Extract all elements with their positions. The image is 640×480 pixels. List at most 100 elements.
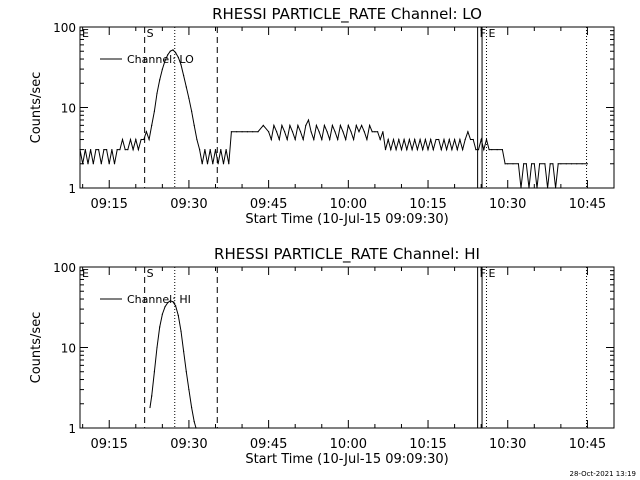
chart-0-ytick-label: 10 [61,102,76,116]
chart-0-data-point [156,92,158,94]
chart-0-data-point [148,138,150,141]
chart-0-data-point [79,149,81,151]
chart-0-data-point [193,124,195,126]
chart-0-title: RHESSI PARTICLE_RATE Channel: LO [212,5,482,24]
chart-0-data-point [536,187,538,189]
chart-0-data-point [121,138,124,141]
chart-0-data-point [103,149,105,151]
chart-0-xtick-label: 09:15 [90,197,127,212]
chart-0-data-point [366,138,368,141]
chart-0-data-point [302,138,304,141]
chart-0-data-point [504,163,506,165]
chart-1-data-point [153,371,155,373]
chart-0-data-point [273,124,275,126]
chart-0-data-point [552,163,554,165]
chart-0-data-point [523,163,525,165]
chart-0-data-point [520,187,522,189]
chart-0-ytick-label: 1 [68,182,76,196]
chart-0-data-point [246,131,248,133]
chart-0-data-point [462,149,464,151]
chart-1-data-point [151,395,153,397]
chart-0-marker-label: E [488,27,495,40]
chart-0-data-point [228,163,230,165]
chart-0-data-point [222,163,225,165]
chart-0-data-point [438,138,440,141]
chart-0-data-point [92,163,94,165]
chart-0-data-point [137,149,139,151]
chart-1-ylabel: Counts/sec [29,312,44,384]
chart-0-xtick-label: 10:15 [409,197,446,212]
chart-0-data-point [326,131,328,133]
chart-0-data-point [555,187,557,189]
chart-0-data-point [196,138,198,141]
chart-0-data-point [127,149,129,151]
chart-0-data-point [262,124,264,126]
chart-lo-channel: RHESSI PARTICLE_RATE Channel: LO 1 10 100 09… [29,5,615,227]
chart-0-marker-label: E [82,27,89,40]
chart-0-marker-label: F [480,27,486,40]
chart-0-data-point [161,68,163,70]
chart-1-data-point [156,346,158,349]
chart-1-data-point [149,406,151,409]
chart-1-data-point [183,350,185,352]
chart-0-data-point [347,124,349,126]
chart-0-data-point [560,163,562,165]
chart-0-data-point [278,138,280,141]
chart-0-data-point [430,138,432,141]
chart-0-data-point [371,131,373,133]
chart-0-data-point [299,131,302,133]
chart-0-data-point [230,131,232,133]
chart-0-data-point [98,149,100,151]
chart-0-data-point [422,149,424,151]
chart-0-data-point [217,163,219,165]
chart-1-data-point [185,371,187,373]
chart-0-data-point [167,54,169,56]
chart-1-data-point [175,305,177,307]
chart-0-data-point [175,52,177,54]
chart-0-data-point [191,110,193,112]
chart-0-data-point [392,138,395,141]
chart-0-data-point [305,124,307,126]
chart-0-xtick-label: 10:45 [569,197,606,212]
chart-0-data-point [557,163,559,165]
chart-0-data-point [307,119,310,121]
chart-0-data-point [435,138,437,141]
chart-1-series-line [149,300,197,429]
chart-0-data-point [475,149,477,151]
chart-1-data-point [167,302,169,304]
chart-0-data-point [377,131,379,133]
chart-0-data-point [501,149,503,151]
chart-0-data-point [180,64,182,66]
chart-0-data-point [313,138,315,141]
chart-0-data-point [390,149,392,151]
chart-0-data-point [270,138,272,141]
chart-0-data-point [570,163,573,165]
chart-1-marker-label: E [82,267,89,280]
chart-0-data-point [212,163,214,165]
chart-0-data-point [291,131,294,133]
chart-0-data-point [488,149,490,151]
chart-0-xtick-label: 09:45 [250,197,287,212]
chart-0-data-point [528,187,530,189]
chart-0-data-point [106,149,108,151]
chart-1-xtick-label: 10:00 [330,437,367,452]
chart-0-data-point [350,131,352,133]
chart-1-data-point [177,314,179,317]
chart-0-data-point [318,131,320,133]
chart-1-xtick-label: 09:30 [170,437,207,452]
chart-0-data-point [87,163,89,165]
chart-0-ylabel: Counts/sec [29,72,44,144]
chart-1-xlabel: Start Time (10-Jul-15 09:09:30) [245,452,448,467]
chart-1-xtick-label: 10:30 [489,437,526,452]
chart-0-data-point [443,138,445,141]
chart-0-data-point [398,138,400,141]
chart-0-data-point [257,131,259,133]
chart-0-data-point [384,149,387,151]
chart-1-data-point [191,406,193,409]
chart-0-data-point [164,60,166,62]
chart-1-ytick-label: 10 [61,342,76,356]
chart-0-data-point [547,187,549,189]
chart-0-data-point [111,149,113,151]
chart-1-xtick-label: 09:15 [90,437,127,452]
